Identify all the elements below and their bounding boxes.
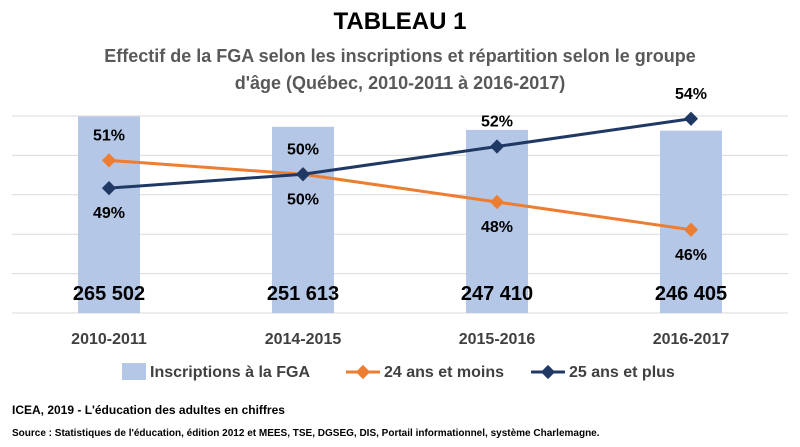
legend-young-marker: [355, 364, 371, 380]
legend-old-marker: [540, 364, 556, 380]
legend-old-label: 25 ans et plus: [569, 364, 675, 381]
young-data-label: 48%: [481, 219, 513, 236]
x-tick-label: 2010-2011: [71, 331, 147, 348]
legend-young-label: 24 ans et moins: [384, 364, 504, 381]
old-data-label: 54%: [675, 86, 707, 103]
young-data-label: 50%: [287, 141, 319, 158]
chart-title: TABLEAU 1: [333, 8, 467, 35]
young-line: [108, 158, 692, 232]
bar-data-label: 247 410: [461, 283, 533, 305]
old-point-2015-2016: [489, 139, 505, 154]
bar-inscriptions-2015-2016: [466, 129, 528, 313]
young-point-2015-2016: [489, 194, 505, 210]
bar-data-label: 251 613: [267, 283, 339, 305]
young-point-2016-2017: [683, 222, 699, 237]
x-tick-label: 2015-2016: [459, 331, 536, 348]
bar-inscriptions-2010-2011: [78, 116, 140, 313]
source-title: ICEA, 2019 - L'éducation des adultes en …: [12, 403, 285, 417]
young-data-label: 46%: [675, 247, 707, 264]
legend-bar-swatch: [122, 363, 146, 380]
old-line: [108, 117, 692, 190]
bar-inscriptions-2016-2017: [660, 130, 722, 313]
x-tick-label: 2014-2015: [265, 331, 342, 348]
chart-area: 51% 50% 48% 46% 49% 50% 52% 54% 265 502 251 613 24…: [12, 86, 788, 381]
chart-subtitle: Effectif de la FGA selon les inscription…: [104, 46, 696, 93]
bar-data-label: 246 405: [655, 283, 727, 305]
bar-inscriptions-2014-2015: [272, 126, 334, 313]
old-data-label: 52%: [481, 114, 513, 131]
legend-bar-label: Inscriptions à la FGA: [150, 364, 310, 381]
old-data-label: 49%: [93, 205, 125, 222]
bar-data-label: 265 502: [73, 283, 145, 305]
old-point-2016-2017: [683, 111, 699, 126]
x-tick-label: 2016-2017: [653, 331, 730, 348]
old-point-2014-2015: [295, 167, 311, 182]
old-data-label: 50%: [287, 191, 319, 208]
young-data-label: 51%: [93, 127, 125, 144]
source-detail: Source : Statistiques de l'éducation, éd…: [12, 428, 600, 439]
